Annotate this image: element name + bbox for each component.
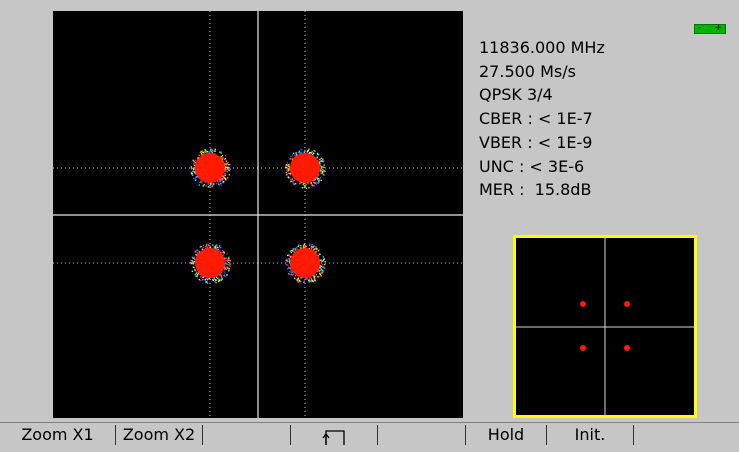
symbol-rate-readout: 27.500 Ms/s [479,61,576,81]
symbol-clouds [190,148,326,284]
zoom-x2-button[interactable]: Zoom X2 [122,425,196,444]
symbol-cloud [285,243,326,283]
level-minus-label: - [698,23,702,33]
return-icon [322,430,345,445]
softkey-separator [546,425,547,445]
measurement-panel: 11836.000 MHz 27.500 Ms/s QPSK 3/4 CBER … [479,36,605,202]
cber-readout: CBER : < 1E-7 [479,109,593,129]
mer-readout: MER : 15.8dB [479,180,592,200]
softkey-separator [465,425,466,445]
softkey-bar: Zoom X1 Zoom X2 Hold Init. [0,422,739,446]
zoom-overview [513,235,697,418]
softkey-8-button[interactable] [634,423,739,446]
softkey-separator [633,425,634,445]
symbol-cloud [285,148,326,189]
unc-readout: UNC : < 3E-6 [479,156,585,176]
constellation-display [53,11,463,418]
vber-readout: VBER : < 1E-9 [479,132,593,152]
softkey-separator [290,425,291,445]
modulation-readout: QPSK 3/4 [479,85,553,105]
mini-symbol-br [624,345,630,351]
zoom-x1-button[interactable]: Zoom X1 [21,425,94,444]
softkey-separator [115,425,116,445]
symbol-cloud [190,148,232,188]
mini-symbol-bl [580,345,586,351]
return-button[interactable] [291,423,377,446]
frequency-readout: 11836.000 MHz [479,38,605,57]
level-indicator: - + [694,24,726,34]
softkey-5-button[interactable] [378,423,465,446]
mini-symbol-tl [580,301,586,307]
symbol-cloud [190,243,231,284]
mini-symbol-tr [624,301,630,307]
init-button[interactable]: Init. [574,425,606,444]
softkey-separator [377,425,378,445]
level-plus-label: + [714,23,722,33]
softkey-separator [202,425,203,445]
hold-button[interactable]: Hold [487,425,525,444]
softkey-3-button[interactable] [203,423,290,446]
